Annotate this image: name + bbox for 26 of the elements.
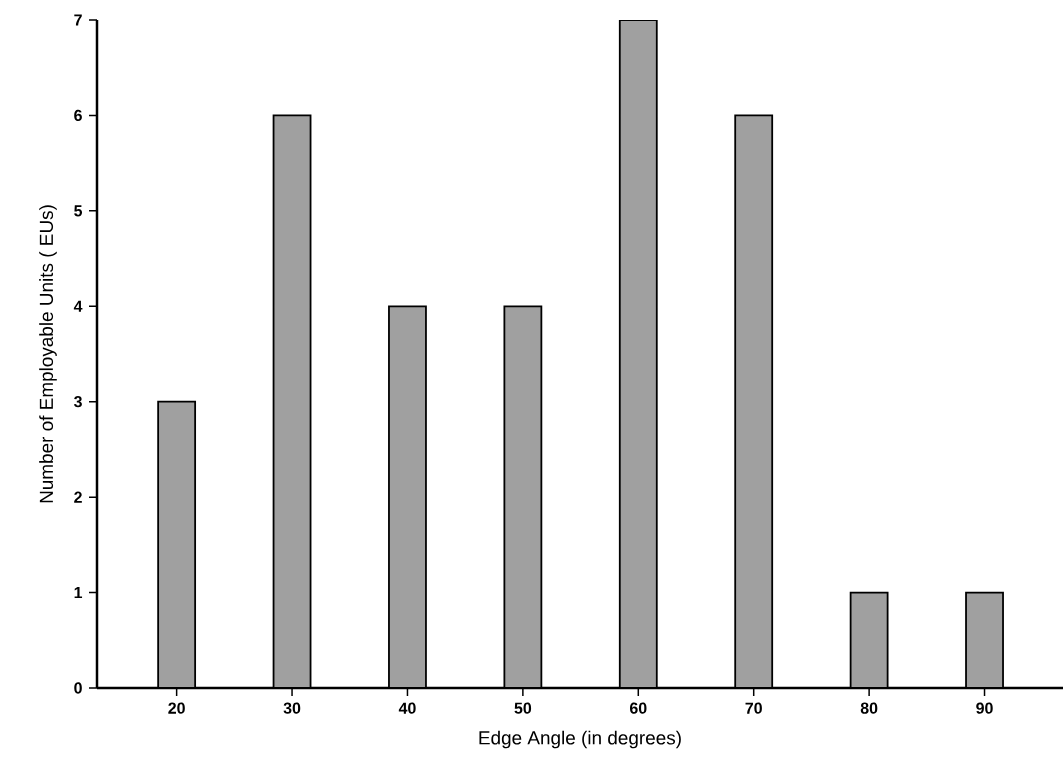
x-axis-title: Edge Angle (in degrees): [479, 730, 681, 749]
x-tick-label: 50: [514, 702, 532, 714]
bar: [503, 305, 543, 688]
y-tick-label: 6: [74, 109, 82, 122]
y-tick-label: 4: [73, 300, 83, 312]
y-tick-label: 5: [74, 205, 83, 217]
x-tick-label: 60: [630, 702, 647, 714]
y-tick-label: 7: [74, 14, 82, 26]
bar: [157, 400, 197, 688]
x-tick-label: 40: [398, 702, 416, 714]
x-tick-label: 80: [860, 702, 878, 714]
x-tick-label: 70: [745, 702, 762, 714]
bar: [272, 114, 312, 688]
y-tick-label: 2: [74, 491, 82, 503]
bar: [965, 591, 1004, 688]
y-tick-label: 0: [74, 682, 82, 694]
y-axis-title: Number of Employable Units ( EUs): [39, 205, 57, 503]
y-tick-label: 3: [73, 396, 82, 408]
bar: [849, 591, 889, 688]
bar: [388, 305, 427, 688]
y-tick-label: 1: [74, 587, 83, 599]
x-tick-label: 30: [283, 702, 301, 714]
bar: [734, 114, 774, 688]
bar: [618, 20, 658, 688]
x-tick-label: 90: [976, 702, 993, 714]
x-tick-label: 20: [168, 702, 185, 714]
